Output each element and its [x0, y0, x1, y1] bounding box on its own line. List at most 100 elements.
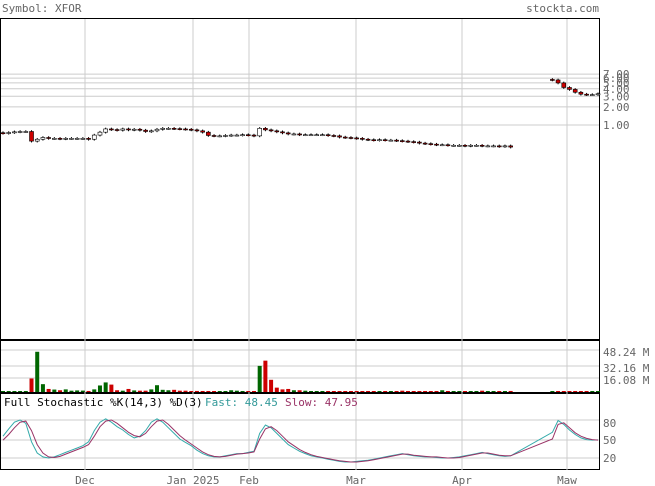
candle-body: [257, 128, 262, 137]
candle-body: [97, 131, 103, 136]
x-axis-label: Jan 2025: [167, 474, 220, 486]
candle-body: [360, 138, 365, 140]
volume-bar: [411, 391, 416, 392]
volume-bar: [497, 391, 502, 392]
candle-body: [439, 144, 445, 147]
candle-body: [337, 135, 342, 138]
price-panel: [0, 18, 600, 340]
candle-body: [160, 128, 166, 130]
candle-body: [143, 129, 148, 132]
candle-body: [508, 145, 513, 148]
volume-bar: [480, 390, 485, 392]
candle-body: [69, 138, 74, 140]
candle-body: [584, 93, 589, 96]
volume-bar: [194, 390, 199, 392]
volume-bar: [354, 391, 359, 392]
volume-bar: [40, 384, 45, 392]
x-axis-label: Maw: [557, 474, 577, 486]
candle-body: [91, 134, 97, 140]
volume-bar: [172, 389, 177, 392]
volume-bar: [126, 388, 131, 392]
volume-bar: [394, 391, 399, 392]
volume-bar: [377, 391, 382, 392]
candle-body: [354, 137, 359, 140]
volume-bar: [400, 390, 405, 392]
candle-body: [29, 131, 34, 142]
volume-bar: [343, 391, 348, 392]
candle-body: [595, 93, 601, 96]
volume-series: [1, 351, 600, 392]
candle-body: [154, 128, 160, 132]
candle-body: [251, 134, 257, 137]
candle-body: [40, 137, 46, 140]
candle-body: [457, 145, 462, 147]
volume-bar: [371, 391, 376, 392]
price-tick-label: 2.00: [603, 101, 630, 114]
volume-bar: [189, 391, 194, 392]
volume-bar: [434, 391, 439, 392]
volume-bar: [280, 389, 285, 392]
volume-bar: [69, 390, 74, 392]
volume-bar: [405, 391, 410, 392]
candle-body: [217, 135, 223, 138]
candle-body: [188, 128, 194, 131]
volume-bar: [303, 390, 308, 392]
volume-bar: [75, 390, 80, 392]
candle-body: [491, 145, 496, 148]
candle-body: [86, 138, 91, 140]
volume-bar: [337, 391, 342, 392]
candle-body: [206, 131, 211, 136]
volume-bar: [573, 391, 578, 392]
volume-bar: [63, 389, 68, 392]
candle-body: [561, 82, 567, 88]
volume-bar: [217, 391, 222, 392]
candle-body: [171, 128, 177, 130]
volume-bar: [309, 391, 314, 392]
candle-body: [422, 142, 428, 145]
volume-bar: [286, 388, 291, 392]
candle-body: [451, 145, 456, 147]
volume-bar: [12, 391, 17, 392]
volume-panel: [0, 340, 600, 393]
stochastic-slow-line: [2, 419, 599, 463]
volume-bar: [86, 390, 91, 392]
candle-body: [578, 91, 584, 95]
volume-bar: [291, 390, 296, 392]
volume-bar: [234, 390, 239, 392]
candle-body: [126, 128, 131, 131]
volume-bar: [428, 391, 433, 392]
stochastic-tick-label: 80: [603, 417, 616, 430]
candle-body: [131, 128, 137, 131]
x-axis-label: Dec: [75, 474, 95, 486]
candle-body: [149, 130, 154, 133]
volume-bar: [18, 391, 23, 392]
stochastic-tick-label: 50: [603, 434, 616, 447]
candle-body: [194, 129, 200, 132]
volume-bar: [35, 351, 40, 392]
volume-bar: [149, 389, 154, 392]
candle-body: [485, 145, 491, 148]
stochastic-tick-label: 20: [603, 452, 616, 465]
candle-body: [382, 139, 388, 141]
candle-body: [445, 144, 451, 147]
candle-body: [496, 145, 502, 148]
x-axis-label: Feb: [239, 474, 259, 486]
candle-body: [103, 128, 108, 133]
volume-bar: [115, 390, 120, 392]
volume-bar: [97, 385, 102, 392]
volume-bar: [326, 391, 331, 392]
volume-bar: [109, 384, 114, 392]
volume-bar: [463, 391, 468, 392]
volume-bar: [578, 391, 583, 392]
volume-bar: [331, 391, 336, 392]
volume-bar: [485, 391, 490, 392]
candle-body: [274, 130, 280, 133]
volume-bar: [52, 389, 57, 392]
volume-bar: [451, 391, 456, 392]
volume-bar: [143, 390, 148, 392]
volume-bar: [348, 391, 353, 392]
candle-body: [17, 131, 23, 133]
candle-body: [555, 79, 561, 84]
volume-bar: [508, 390, 513, 392]
